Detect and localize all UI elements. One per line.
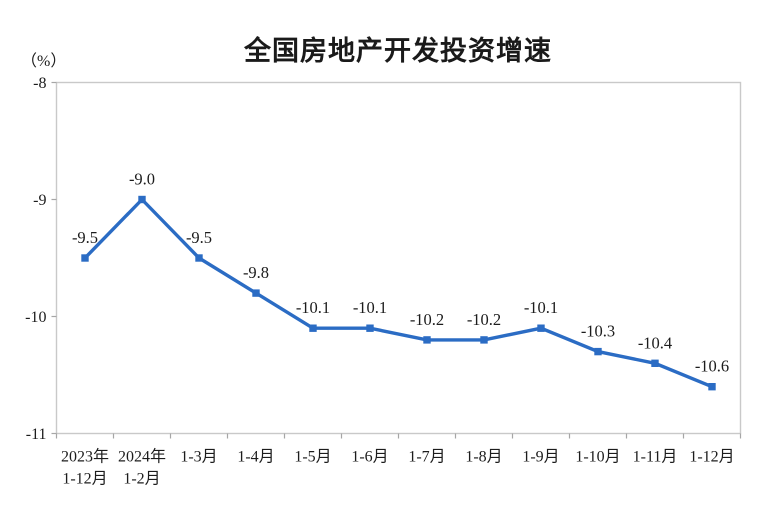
data-point-marker: [537, 324, 545, 332]
data-point-label: -10.2: [410, 310, 444, 329]
x-axis-tick-label: 1-10月: [575, 449, 620, 466]
data-point-label: -9.8: [243, 263, 269, 282]
x-axis-tick-label-line: 1-8月: [465, 449, 502, 466]
data-point-marker: [309, 324, 317, 332]
y-axis-tick-label: -10: [25, 309, 46, 326]
data-point-marker: [252, 289, 260, 297]
x-axis-tick-label-line: 1-2月: [123, 471, 160, 488]
x-axis-tick-label-line: 1-6月: [351, 449, 388, 466]
x-axis-tick-label: 1-7月: [408, 449, 445, 466]
y-axis-unit-label: （%）: [21, 53, 67, 70]
x-axis-tick-label: 1-6月: [351, 449, 388, 466]
data-point-label: -9.5: [72, 228, 98, 247]
data-point-marker: [651, 359, 659, 367]
data-point-marker: [366, 324, 374, 332]
x-axis-tick-label-line: 1-4月: [237, 449, 274, 466]
x-axis-tick-label-line: 1-3月: [180, 449, 217, 466]
x-axis-tick-label-line: 1-7月: [408, 449, 445, 466]
data-point-label: -10.1: [353, 298, 387, 317]
y-axis-tick-label: -8: [33, 75, 46, 92]
x-axis-tick-label: 1-12月: [689, 449, 734, 466]
data-point-marker: [195, 254, 203, 262]
data-point-label: -10.3: [581, 322, 615, 341]
data-point-label: -10.6: [695, 357, 729, 376]
x-axis-tick-label: 1-9月: [522, 449, 559, 466]
x-axis-tick-label-line: 1-12月: [689, 449, 734, 466]
data-point-marker: [480, 336, 488, 344]
data-point-label: -10.1: [524, 298, 558, 317]
data-point-marker: [138, 195, 146, 204]
data-point-label: -10.1: [296, 298, 330, 317]
data-point-label: -10.4: [638, 333, 672, 352]
x-axis-tick-label-line: 1-12月: [62, 471, 107, 488]
x-axis-tick-label: 2024年 1-2月: [118, 448, 166, 488]
data-point-label: -10.2: [467, 310, 501, 329]
y-axis-tick-label: -9: [33, 192, 46, 209]
plot-area-border: [55, 81, 742, 435]
y-axis-tick-label: -11: [26, 426, 47, 443]
data-point-marker: [423, 336, 431, 344]
x-axis-tick-label-line: 1-11月: [633, 449, 678, 466]
data-point-marker: [594, 347, 602, 356]
data-point-marker: [81, 254, 89, 262]
x-axis-tick-label: 1-4月: [237, 449, 274, 466]
x-axis-tick-label-line: 2024年: [118, 448, 166, 466]
investment-growth-line: [83, 197, 714, 389]
data-point-marker: [708, 383, 716, 391]
x-axis-tick-label-line: 1-9月: [522, 449, 559, 466]
x-axis-tick-label: 1-11月: [633, 449, 678, 466]
x-axis-tick-label-line: 1-5月: [294, 449, 331, 466]
x-axis-tick-label: 1-8月: [465, 449, 502, 466]
data-point-label: -9.5: [186, 228, 212, 247]
x-axis-tick-label-line: 1-10月: [575, 449, 620, 466]
chart-title: 全国房地产开发投资增速: [244, 36, 552, 66]
x-axis-tick-label: 1-3月: [180, 449, 217, 466]
x-axis-tick-label-line: 2023年: [61, 448, 109, 466]
x-axis-tick-label: 1-5月: [294, 449, 331, 466]
data-point-label: -9.0: [129, 170, 155, 189]
x-axis-tick-label: 2023年 1-12月: [61, 448, 109, 488]
